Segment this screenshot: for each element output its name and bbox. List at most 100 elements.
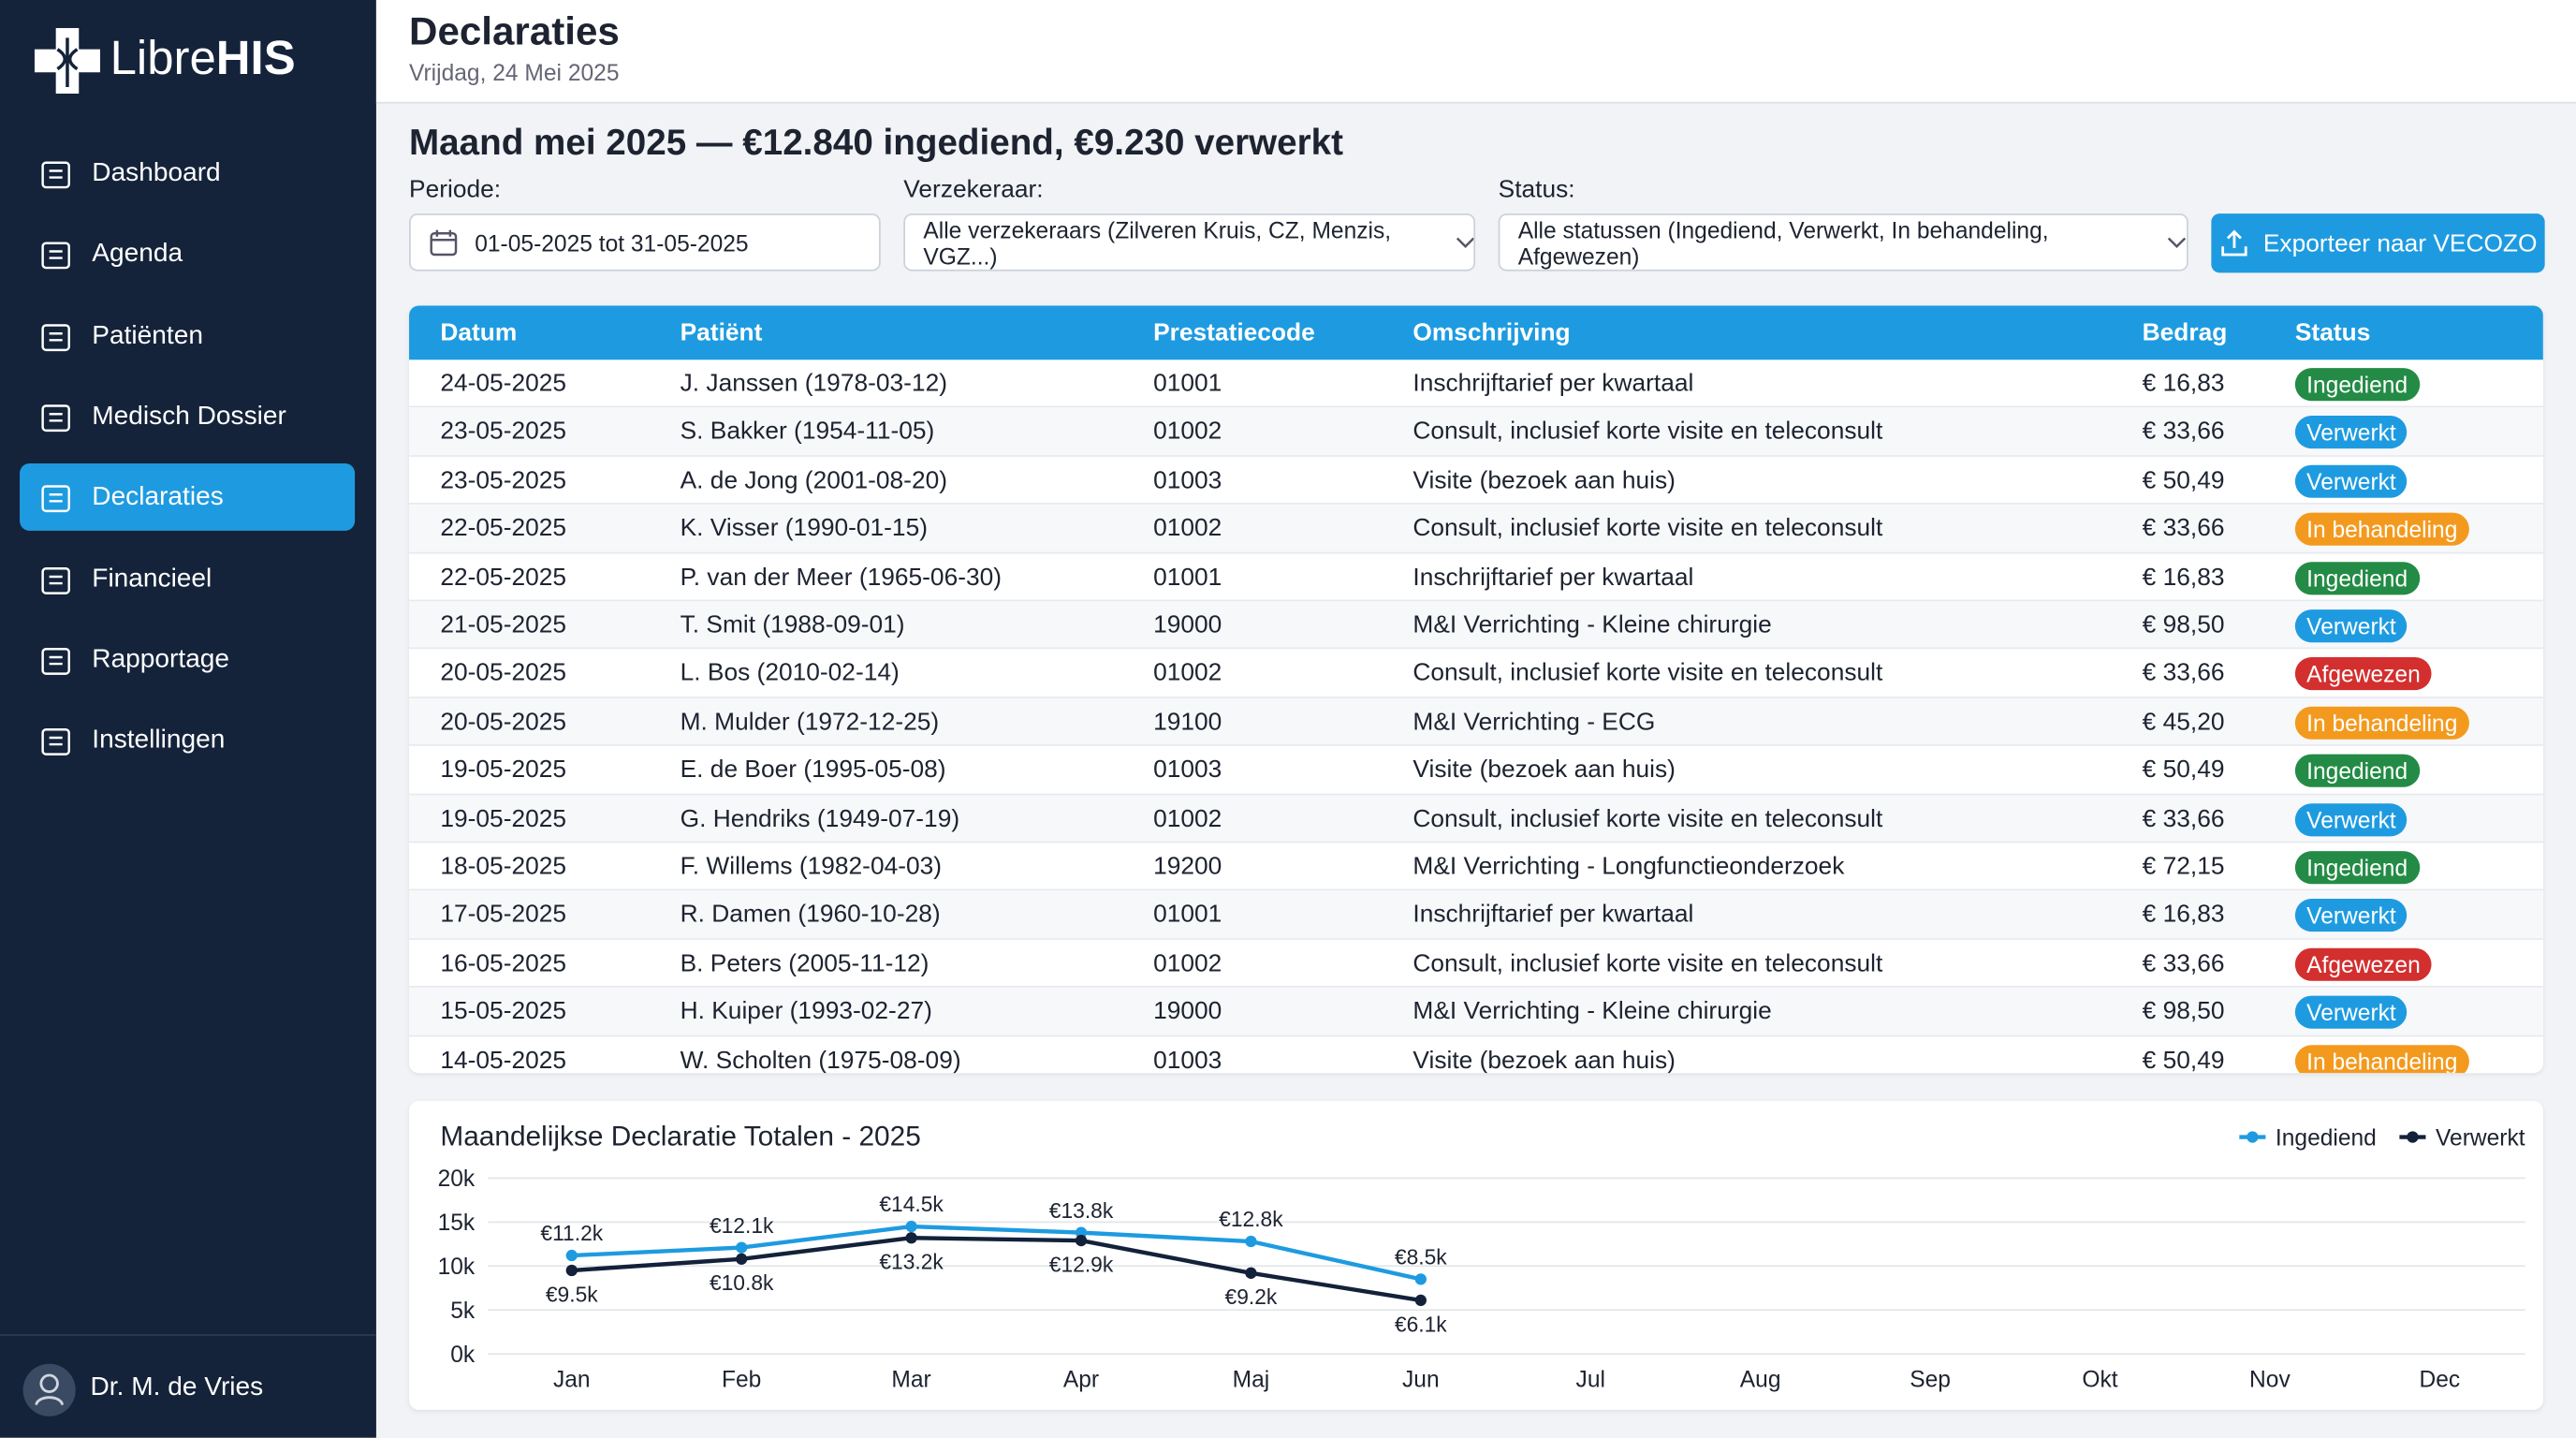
nav-label: Rapportage <box>92 644 230 673</box>
table-cell: 01002 <box>1153 949 1222 977</box>
nav-label: Financieel <box>92 564 212 593</box>
nav-icon <box>41 160 70 188</box>
nav-item[interactable]: Instellingen <box>20 707 355 774</box>
data-point <box>565 1249 578 1262</box>
table-row[interactable]: 20-05-2025 L. Bos (2010-02-14) 01002 Consul… <box>409 649 2543 698</box>
table-cell: L. Bos (2010-02-14) <box>680 659 900 688</box>
status-badge: Ingediend <box>2294 754 2420 788</box>
nav-icon <box>41 323 70 351</box>
table-cell: € 98,50 <box>2142 997 2225 1026</box>
table-cell: € 50,49 <box>2142 466 2225 494</box>
avatar <box>22 1363 76 1416</box>
table-row[interactable]: 20-05-2025 M. Mulder (1972-12-25) 19100 M&I… <box>409 697 2543 747</box>
status-badge: In behandeling <box>2294 706 2469 740</box>
table-cell: € 50,49 <box>2142 1046 2225 1074</box>
table-cell: 22-05-2025 <box>440 514 567 543</box>
table-cell: S. Bakker (1954-11-05) <box>680 418 935 447</box>
status-badge: Ingediend <box>2294 368 2420 402</box>
summary: Maand mei 2025 — €12.840 ingediend, €9.2… <box>409 121 1344 163</box>
table-cell: 01001 <box>1153 901 1222 930</box>
table-cell: Consult, inclusief korte visite en telec… <box>1412 418 1883 447</box>
legend-swatch <box>2407 1131 2419 1143</box>
table-row[interactable]: 23-05-2025 S. Bakker (1954-11-05) 01002 Con… <box>409 407 2543 457</box>
data-label: €9.2k <box>1225 1284 1278 1309</box>
data-label: €10.8k <box>710 1270 774 1295</box>
status-badge: Verwerkt <box>2294 464 2408 498</box>
table-cell: 01003 <box>1153 1046 1222 1074</box>
table-cell: R. Damen (1960-10-28) <box>680 901 941 930</box>
period-input[interactable]: 01-05-2025 tot 31-05-2025 <box>409 213 881 271</box>
page-title: Declaraties <box>409 9 620 54</box>
data-label: €6.1k <box>1395 1312 1447 1336</box>
table-row[interactable]: 21-05-2025 T. Smit (1988-09-01) 19000 M&I V… <box>409 601 2543 650</box>
logo-icon <box>34 27 101 95</box>
table-cell: 19000 <box>1153 610 1222 639</box>
table-row[interactable]: 22-05-2025 P. van der Meer (1965-06-30) 01… <box>409 552 2543 602</box>
table-cell: 01002 <box>1153 659 1222 688</box>
export-button[interactable]: Exporteer naar VECOZO <box>2211 213 2545 273</box>
table-row[interactable]: 19-05-2025 E. de Boer (1995-05-08) 01003 Vi… <box>409 746 2543 795</box>
nav-item[interactable]: Patiënten <box>20 302 355 370</box>
x-tick-label: Jun <box>1402 1367 1440 1392</box>
table-row[interactable]: 23-05-2025 A. de Jong (2001-08-20) 01003 Vi… <box>409 456 2543 506</box>
table-cell: € 98,50 <box>2142 610 2225 639</box>
table-cell: H. Kuiper (1993-02-27) <box>680 997 932 1026</box>
nav-item[interactable]: Dashboard <box>20 139 355 207</box>
table-cell: Consult, inclusief korte visite en telec… <box>1412 804 1883 833</box>
table-cell: 19100 <box>1153 708 1222 736</box>
table-row[interactable]: 15-05-2025 H. Kuiper (1993-02-27) 19000 M&I… <box>409 988 2543 1036</box>
table-row[interactable]: 16-05-2025 B. Peters (2005-11-12) 01002 Con… <box>409 939 2543 989</box>
table-cell: 19000 <box>1153 997 1222 1026</box>
nav-item[interactable]: Agenda <box>20 220 355 287</box>
table-cell: 01002 <box>1153 418 1222 447</box>
table-cell: 19-05-2025 <box>440 756 567 785</box>
table-cell: € 33,66 <box>2142 659 2225 688</box>
data-point <box>1075 1234 1088 1247</box>
user-name[interactable]: Dr. M. de Vries <box>90 1373 264 1402</box>
chart-card: Maandelijkse Declaratie Totalen - 2025 0k… <box>409 1100 2543 1410</box>
nav-item[interactable]: Rapportage <box>20 626 355 694</box>
table-cell: G. Hendriks (1949-07-19) <box>680 804 960 833</box>
series-line <box>571 1236 1422 1303</box>
data-label: €14.5k <box>879 1192 944 1216</box>
table-row[interactable]: 24-05-2025 J. Janssen (1978-03-12) 01001 In… <box>409 360 2543 408</box>
y-tick-label: 20k <box>438 1167 476 1192</box>
logo-bold: HIS <box>215 33 296 86</box>
nav-label: Dashboard <box>92 158 221 187</box>
table-row[interactable]: 22-05-2025 K. Visser (1990-01-15) 01002 Con… <box>409 505 2543 553</box>
logo-text: LibreHIS <box>110 33 296 87</box>
table-row[interactable]: 17-05-2025 R. Damen (1960-10-28) 01001 Insc… <box>409 890 2543 940</box>
status-badge: In behandeling <box>2294 1044 2469 1074</box>
data-point <box>1414 1294 1427 1307</box>
x-tick-label: Okt <box>2082 1367 2117 1392</box>
nav-item[interactable]: Financieel <box>20 546 355 613</box>
table-cell: F. Willems (1982-04-03) <box>680 852 943 881</box>
status-badge: Afgewezen <box>2294 657 2433 691</box>
table-cell: Consult, inclusief korte visite en telec… <box>1412 659 1883 688</box>
logo-light: Libre <box>110 33 216 86</box>
status-select[interactable]: Alle statussen (Ingediend, Verwerkt, In … <box>1498 213 2188 271</box>
table-cell: 14-05-2025 <box>440 1046 567 1074</box>
sidebar: LibreHIS Dashboard Agenda Patiënten Medisch… <box>0 0 376 1438</box>
table-row[interactable]: 18-05-2025 F. Willems (1982-04-03) 19200 M&… <box>409 843 2543 891</box>
table-row[interactable]: 14-05-2025 W. Scholten (1975-08-09) 01003 V… <box>409 1035 2543 1074</box>
table-cell: € 72,15 <box>2142 852 2225 881</box>
table-cell: € 50,49 <box>2142 756 2225 785</box>
table-cell: 01001 <box>1153 563 1222 592</box>
table-row[interactable]: 19-05-2025 G. Hendriks (1949-07-19) 01002 C… <box>409 794 2543 844</box>
table-cell: Consult, inclusief korte visite en telec… <box>1412 949 1883 977</box>
status-badge: Afgewezen <box>2294 947 2433 981</box>
table-cell: 20-05-2025 <box>440 659 567 688</box>
nav-icon <box>41 484 70 512</box>
nav-item[interactable]: Declaraties <box>20 462 356 531</box>
insurer-select[interactable]: Alle verzekeraars (Zilveren Kruis, CZ, M… <box>903 213 1476 271</box>
nav-item[interactable]: Medisch Dossier <box>20 383 355 450</box>
data-label: €12.8k <box>1219 1207 1283 1231</box>
data-point <box>565 1264 578 1277</box>
status-badge: Ingediend <box>2294 561 2420 594</box>
data-point <box>1075 1226 1088 1239</box>
filter-label: Verzekeraar: <box>903 175 1044 204</box>
period-value: 01-05-2025 tot 31-05-2025 <box>475 228 749 256</box>
separator <box>0 1334 376 1336</box>
data-label: €12.9k <box>1049 1252 1114 1276</box>
